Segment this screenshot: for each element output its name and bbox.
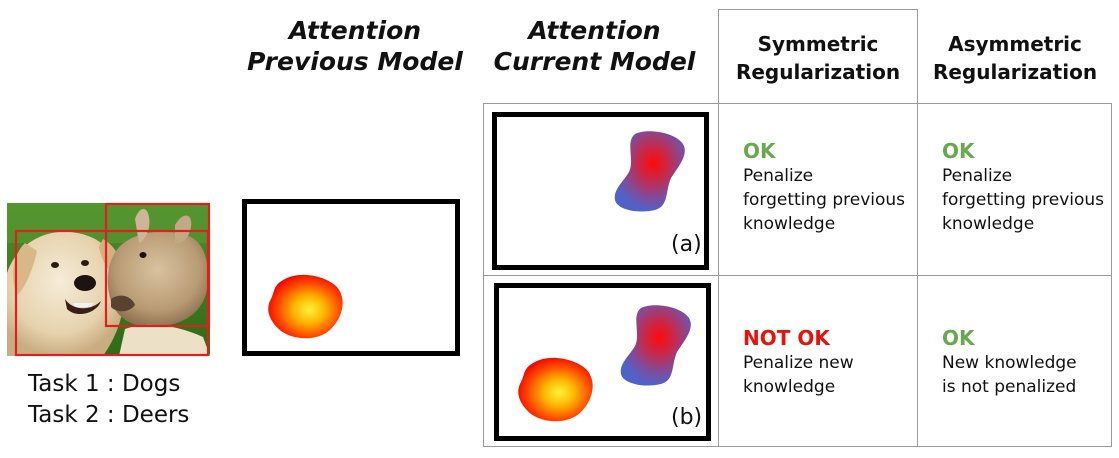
status-label: NOT OK [743, 326, 830, 350]
description-line: New knowledge [942, 353, 1077, 373]
grid-line [483, 103, 1112, 104]
description-line: forgetting previous [743, 190, 906, 210]
description-line: Penalize new [743, 353, 854, 373]
description-line: Penalize [942, 166, 1013, 186]
cell-a-asymmetric: OK Penalize forgetting previous knowledg… [942, 138, 1117, 236]
previous-model-title: Attention Previous Model [247, 16, 463, 76]
description-line: knowledge [942, 214, 1035, 234]
grid-line [718, 9, 918, 10]
status-label: OK [942, 139, 975, 163]
dog-and-deer-photo-icon [7, 202, 211, 357]
current-attention-frame-b [494, 283, 711, 441]
warm-attention-blob-icon [518, 357, 593, 422]
description-line: knowledge [743, 214, 836, 234]
symmetric-header: Symmetric Regularization [735, 32, 901, 84]
current-attention-frame-a [492, 112, 709, 270]
description-line: Penalize [743, 166, 814, 186]
task-label: Task 1 : Dogs [28, 371, 181, 397]
grid-line [483, 446, 1112, 447]
current-model-title: Attention Current Model [493, 16, 696, 76]
description-line: is not penalized [942, 377, 1077, 397]
cool-attention-blob-icon [620, 305, 691, 386]
asymmetric-header: Asymmetric Regularization [932, 32, 1098, 84]
cool-attention-blob-icon [614, 131, 685, 212]
description-line: knowledge [743, 377, 836, 397]
warm-attention-blob-icon [268, 274, 343, 339]
description-line: forgetting previous [942, 190, 1105, 210]
row-label-b: (b) [671, 405, 703, 430]
grid-line [917, 9, 918, 447]
cell-b-asymmetric: OK New knowledge is not penalized [942, 325, 1112, 399]
grid-line [483, 275, 1112, 276]
cell-a-symmetric: OK Penalize forgetting previous knowledg… [743, 138, 915, 236]
task-label: Task 2 : Deers [28, 402, 190, 428]
grid-line [718, 9, 719, 447]
row-label-a: (a) [671, 232, 702, 257]
cell-b-symmetric: NOT OK Penalize new knowledge [743, 325, 915, 399]
status-label: OK [942, 326, 975, 350]
status-label: OK [743, 139, 776, 163]
previous-attention-frame [242, 199, 460, 356]
